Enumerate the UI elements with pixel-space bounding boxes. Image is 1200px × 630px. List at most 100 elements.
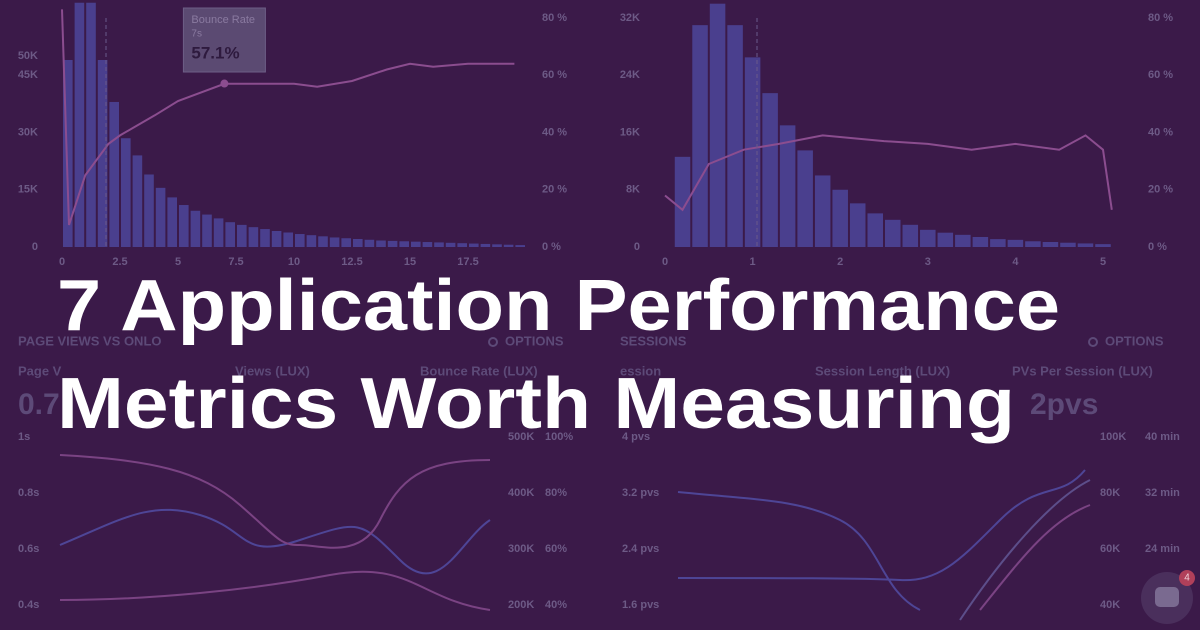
legend-label: Session Length (LUX) xyxy=(815,363,950,378)
y-tick-label: 0.8s xyxy=(18,487,39,499)
bar xyxy=(260,229,270,247)
x-tick-label: 0 xyxy=(59,256,65,268)
headline: 7 Application Performance xyxy=(57,266,1060,346)
y-tick-label: 0.4s xyxy=(18,599,39,611)
curve xyxy=(59,508,491,575)
y-tick-label: 32K xyxy=(620,12,640,24)
y2-tick-label: 80 % xyxy=(1148,12,1173,24)
bar xyxy=(937,232,954,247)
line xyxy=(664,134,1113,212)
tooltip-title: Bounce Rate xyxy=(191,14,255,26)
headline: Metrics Worth Measuring xyxy=(57,364,1015,444)
legend-label: Bounce Rate (LUX) xyxy=(420,363,538,378)
y3-tick-label: 60% xyxy=(545,543,567,555)
bar xyxy=(329,237,340,247)
bar xyxy=(155,187,166,247)
bar xyxy=(972,236,989,247)
y-tick-label: 30K xyxy=(18,126,38,138)
bar xyxy=(457,243,467,247)
chat-badge-count: 4 xyxy=(1184,573,1190,584)
y3-tick-label: 32 min xyxy=(1145,487,1180,499)
y-tick-label: 8K xyxy=(626,184,640,196)
panel-stat: 2pvs xyxy=(1030,388,1098,421)
chart: 0 15K 30K 45K 50K 0 % 20 % 40 % 60 % 80 % 0 2.5 5 7.5… xyxy=(18,2,567,268)
y3-tick-label: 100% xyxy=(545,431,573,443)
bar xyxy=(744,57,761,247)
bar xyxy=(225,222,235,247)
bar xyxy=(190,210,201,247)
y2-tick-label: 0 % xyxy=(542,241,561,253)
x-tick-label: 0 xyxy=(662,256,668,268)
bar xyxy=(955,234,971,247)
bar xyxy=(202,214,212,247)
bar xyxy=(1025,241,1041,247)
chat-widget[interactable]: 4 xyxy=(1141,570,1195,624)
bar xyxy=(411,241,421,247)
y2-tick-label: 40 % xyxy=(1148,126,1173,138)
curve xyxy=(59,570,491,611)
x-tick-label: 2.5 xyxy=(112,256,127,268)
bar xyxy=(867,213,883,247)
bar xyxy=(387,240,398,247)
bar xyxy=(692,25,708,247)
y3-tick-label: 40 min xyxy=(1145,431,1180,443)
bar xyxy=(86,2,96,247)
x-tick-label: 4 xyxy=(1012,256,1019,268)
lower-panels: PAGE VIEWS VS ONLO OPTIONS Page V Views (LU… xyxy=(18,333,1180,610)
bar xyxy=(515,245,525,247)
bar xyxy=(434,242,444,247)
bar xyxy=(1095,244,1111,247)
x-tick-label: 12.5 xyxy=(341,256,362,268)
x-tick-label: 7.5 xyxy=(228,256,243,268)
y2-tick-label: 0 % xyxy=(1148,241,1167,253)
y-tick-label: 4 pvs xyxy=(622,431,650,443)
curve xyxy=(959,479,1091,621)
bar xyxy=(469,243,479,247)
bar xyxy=(674,156,691,247)
bar xyxy=(422,242,433,247)
panel-options: OPTIONS xyxy=(505,333,564,348)
x-tick-label: 15 xyxy=(404,256,416,268)
y2-tick-label: 200K xyxy=(508,599,534,611)
y3-tick-label: 24 min xyxy=(1145,543,1180,555)
bar xyxy=(295,234,305,247)
bar xyxy=(271,230,282,247)
bar xyxy=(248,227,259,247)
panel-heading: PAGE VIEWS VS ONLO xyxy=(18,333,162,348)
y-tick-label: 2.4 pvs xyxy=(622,543,659,555)
curve xyxy=(677,491,921,611)
bar xyxy=(109,101,119,247)
bar xyxy=(63,59,73,247)
bar xyxy=(1060,242,1076,247)
y-tick-label: 16K xyxy=(620,126,640,138)
bar xyxy=(1007,239,1024,247)
bar xyxy=(318,236,328,247)
x-tick-label: 17.5 xyxy=(457,256,478,268)
bar xyxy=(503,244,514,247)
bar xyxy=(445,242,456,247)
y-tick-label: 50K xyxy=(18,50,38,62)
bar xyxy=(97,59,108,247)
y2-tick-label: 300K xyxy=(508,543,534,555)
tooltip-subtitle: 7s xyxy=(191,29,202,40)
y2-tick-label: 40K xyxy=(1100,599,1120,611)
panel-stat: 0.7 xyxy=(18,388,60,421)
y-tick-label: 24K xyxy=(620,69,640,81)
bar xyxy=(814,175,831,247)
bar xyxy=(364,239,375,247)
y2-tick-label: 100K xyxy=(1100,431,1126,443)
panel-heading: SESSIONS xyxy=(620,333,687,348)
y-tick-label: 0 xyxy=(634,241,640,253)
bar xyxy=(885,219,901,247)
options-icon xyxy=(1088,337,1098,347)
y2-tick-label: 80 % xyxy=(542,12,567,24)
y-tick-label: 1.6 pvs xyxy=(622,599,659,611)
x-tick-label: 5 xyxy=(1100,256,1106,268)
y3-tick-label: 80% xyxy=(545,487,567,499)
y-tick-label: 0 xyxy=(32,241,38,253)
x-tick-label: 1 xyxy=(750,256,756,268)
bar xyxy=(797,150,813,247)
bar xyxy=(144,174,154,247)
bar xyxy=(399,241,409,247)
